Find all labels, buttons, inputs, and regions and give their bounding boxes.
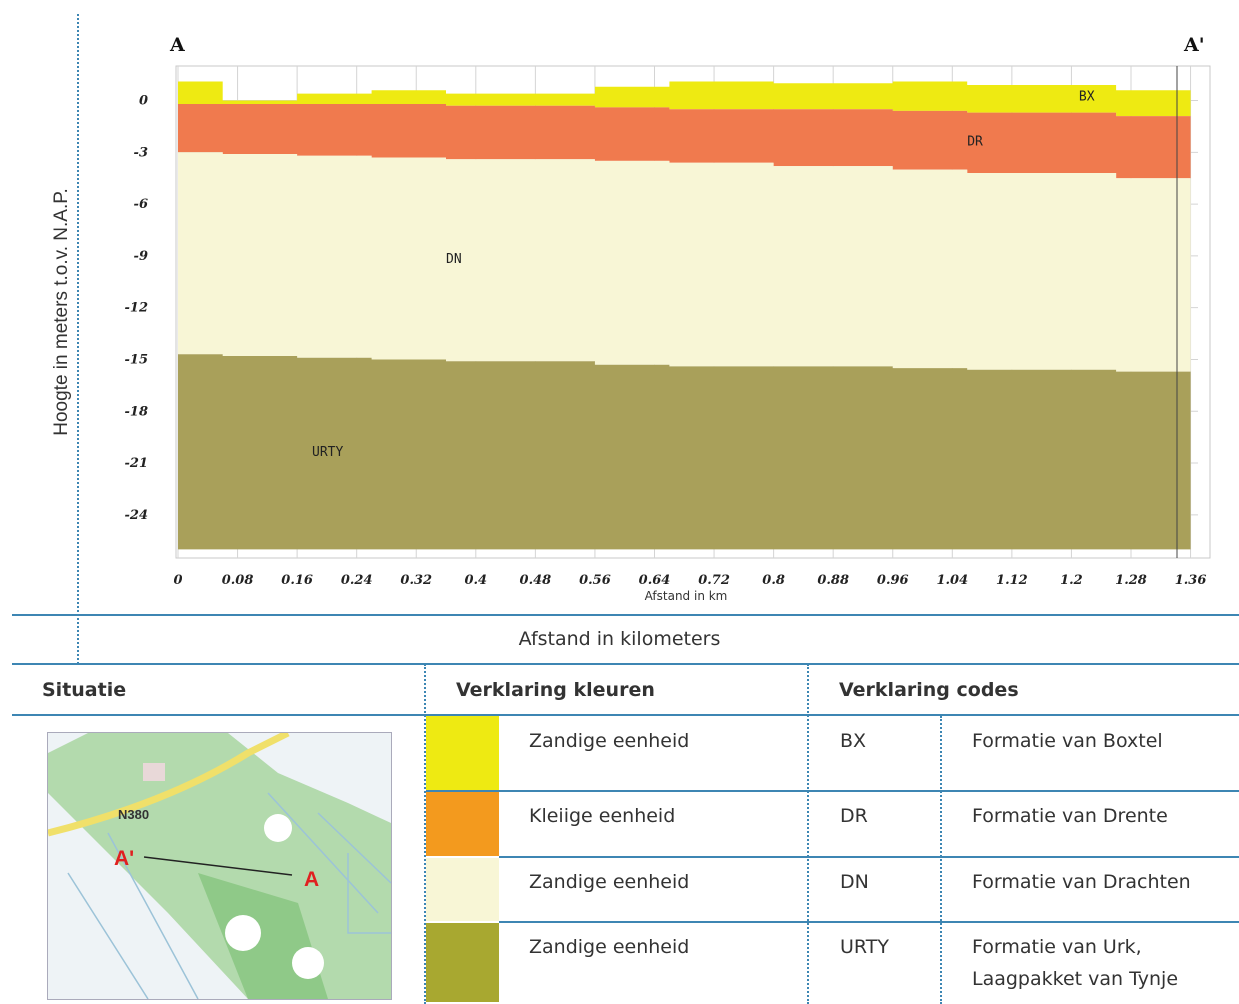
end-label: A'	[1183, 34, 1205, 56]
x-tick-label: 1.28	[1115, 573, 1147, 588]
x-tick-label: 0.08	[222, 573, 254, 588]
col-divider-1	[424, 664, 426, 1004]
section-line	[143, 856, 293, 876]
x-tick-label: 0.4	[464, 573, 487, 588]
row-divider-1	[426, 790, 1239, 792]
y-tick-label: -12	[125, 301, 149, 316]
y-tick-label: 0	[139, 94, 148, 109]
x-tick-label: 0.64	[639, 573, 671, 588]
x-tick-label: 1.12	[996, 573, 1028, 588]
x-tick-labels: 0 0.08 0.16 0.24 0.32 0.4 0.48 0.56 0.64 0.72 0.8 0…	[173, 573, 1206, 588]
x-tick-label: 0.48	[520, 573, 552, 588]
kleur-bx: Zandige eenheid	[529, 730, 690, 752]
x-tick-label: 1.04	[936, 573, 968, 588]
start-label: A	[169, 34, 185, 56]
code-bx: BX	[840, 730, 867, 752]
header-kleuren: Verklaring kleuren	[456, 679, 655, 701]
map-label-a: A	[304, 868, 319, 891]
layer-label-bx: BX	[1079, 90, 1095, 105]
formatie-urty-line2: Laagpakket van Tynje	[972, 968, 1179, 990]
situation-map: N380 A' A	[47, 732, 392, 1000]
layers	[178, 81, 1191, 550]
x-tick-label: 0.88	[817, 573, 849, 588]
formatie-dn: Formatie van Drachten	[972, 871, 1191, 893]
kleur-urty: Zandige eenheid	[529, 936, 690, 958]
y-tick-label: -6	[134, 197, 148, 212]
code-dr: DR	[840, 805, 868, 827]
y-tick-label: -18	[125, 404, 149, 419]
x-tick-label: 0	[173, 573, 182, 588]
y-tick-label: -24	[125, 508, 149, 523]
kleur-dr: Kleiige eenheid	[529, 805, 676, 827]
x-tick-label: 0.8	[762, 573, 785, 588]
x-tick-label: 0.24	[341, 573, 373, 588]
x-tick-label: 0.72	[698, 573, 730, 588]
cross-section-chart: Hoogte in meters t.o.v. N.A.P. BX DR DN URT…	[51, 34, 1211, 603]
divider-header-top	[12, 663, 1239, 665]
y-tick-label: -3	[134, 145, 148, 160]
left-dotted-line	[77, 14, 79, 664]
swatch-dr	[426, 792, 499, 856]
layer-urty	[178, 354, 1191, 550]
layer-dn	[178, 152, 1191, 372]
x-tick-label: 0.16	[281, 573, 313, 588]
x-tick-label: 1.2	[1060, 573, 1083, 588]
x-tick-label: 0.56	[579, 573, 611, 588]
x-tick-label: 0.32	[400, 573, 432, 588]
map-road-label: N380	[118, 807, 149, 822]
y-tick-label: -21	[125, 456, 149, 471]
y-axis-title: Hoogte in meters t.o.v. N.A.P.	[51, 188, 72, 435]
layer-label-dn: DN	[446, 252, 462, 267]
layer-dr	[178, 104, 1191, 179]
x-tick-label: 1.36	[1175, 573, 1207, 588]
header-codes: Verklaring codes	[839, 679, 1019, 701]
kleur-dn: Zandige eenheid	[529, 871, 690, 893]
x-axis-title: Afstand in km	[645, 589, 728, 603]
layer-label-urty: URTY	[312, 445, 343, 460]
y-tick-label: -15	[125, 352, 149, 367]
layer-label-dr: DR	[967, 134, 983, 149]
divider-header-bottom	[12, 714, 1239, 716]
formatie-dr: Formatie van Drente	[972, 805, 1168, 827]
y-tick-labels: 0 -3 -6 -9 -12 -15 -18 -21 -24	[125, 94, 149, 523]
layer-labels: BX DR DN URTY	[312, 90, 1095, 461]
col-divider-2	[807, 664, 809, 1004]
row-divider-3	[499, 921, 1239, 923]
header-situatie: Situatie	[42, 679, 127, 701]
divider-top	[12, 614, 1239, 616]
plot-frame	[175, 65, 1211, 559]
col-divider-3	[940, 716, 942, 1004]
swatch-bx	[426, 716, 499, 790]
row-divider-2	[499, 856, 1239, 858]
x-tick-label: 0.96	[877, 573, 909, 588]
code-dn: DN	[840, 871, 869, 893]
map-label-a-prime: A'	[114, 847, 134, 870]
formatie-bx: Formatie van Boxtel	[972, 730, 1163, 752]
formatie-urty: Formatie van Urk,	[972, 936, 1142, 958]
swatch-dn	[426, 858, 499, 921]
y-tick-label: -9	[134, 249, 148, 264]
layer-bx	[178, 81, 1191, 117]
x-caption: Afstand in kilometers	[518, 628, 721, 650]
swatch-urty	[426, 923, 499, 1002]
code-urty: URTY	[840, 936, 889, 958]
